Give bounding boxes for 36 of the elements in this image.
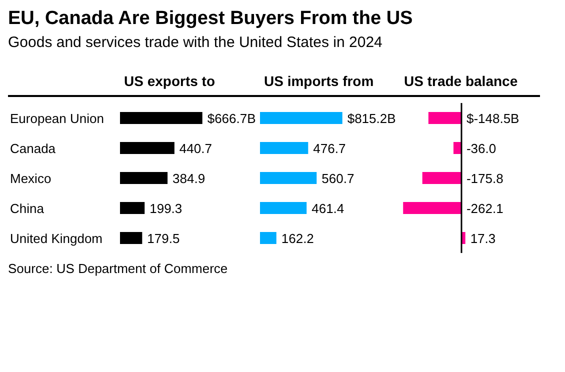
bar [120, 112, 202, 124]
data-label: 17.3 [470, 231, 496, 246]
data-label: 476.7 [313, 141, 346, 156]
y-tick-label: China [10, 201, 45, 216]
x-axis-title: US exports to [8, 67, 260, 97]
bar [120, 172, 168, 184]
x-axis-title: US trade balance [400, 67, 540, 97]
data-label: 162.2 [281, 231, 314, 246]
source-note: Source: US Department of Commerce [8, 261, 229, 276]
data-label: $666.7B [207, 111, 256, 126]
data-label: 560.7 [322, 171, 354, 186]
bar [260, 202, 307, 214]
bar [120, 202, 145, 214]
bar [120, 232, 142, 244]
data-label: $-148.5B [466, 111, 520, 126]
data-label: 384.9 [172, 171, 206, 186]
data-label: -175.8 [466, 171, 504, 186]
data-label: 179.5 [147, 231, 180, 246]
y-tick-label: European Union [10, 111, 104, 126]
data-label: 440.7 [179, 141, 212, 156]
y-tick-label: United Kingdom [10, 231, 102, 246]
bar [260, 232, 276, 244]
data-label: 199.3 [150, 201, 182, 216]
chart-subtitle: Goods and services trade with the United States in 2024 [8, 34, 384, 51]
x-axis-title: US imports from [260, 67, 400, 97]
bar [260, 172, 317, 184]
bar [260, 112, 342, 124]
data-label: $815.2B [347, 111, 396, 126]
data-label: 461.4 [312, 201, 344, 216]
data-label: -36.0 [466, 141, 496, 156]
y-tick-label: Canada [10, 141, 56, 156]
data-label: -262.1 [466, 201, 504, 216]
bar [120, 142, 174, 154]
y-tick-label: Mexico [10, 171, 52, 186]
chart-title: EU, Canada Are Biggest Buyers From the US [8, 8, 414, 30]
bar [260, 142, 308, 154]
